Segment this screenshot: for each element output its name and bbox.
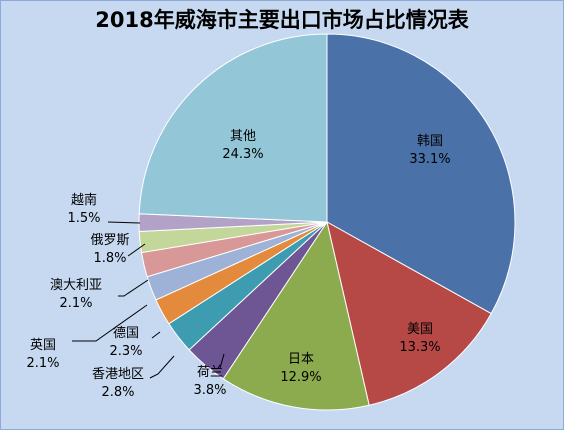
leader-line [118, 279, 149, 297]
slice-name-label: 澳大利亚 [50, 277, 102, 293]
chart-title: 2018年威海市主要出口市场占比情况表 [95, 8, 469, 32]
slice-name-label: 英国 [30, 338, 56, 353]
slice-name-label: 美国 [407, 322, 433, 337]
slice-value-label: 1.5% [67, 211, 100, 226]
slice-value-label: 1.8% [93, 251, 126, 266]
slice-name-label: 俄罗斯 [90, 233, 129, 248]
slice-value-label: 2.3% [109, 344, 142, 359]
pie-slice [222, 220, 370, 411]
pie-slice [326, 221, 492, 406]
leader-line [149, 355, 175, 379]
slice-value-label: 13.3% [399, 340, 440, 355]
slice-value-label: 24.3% [222, 147, 263, 162]
slice-value-label: 3.8% [193, 383, 226, 398]
slice-name-label: 越南 [71, 192, 97, 208]
slice-name-label: 香港地区 [92, 367, 144, 382]
pie-slice [138, 33, 328, 223]
slice-name-label: 韩国 [417, 134, 443, 149]
slice-value-label: 2.1% [59, 296, 92, 311]
slice-name-label: 德国 [113, 326, 139, 341]
slice-value-label: 12.9% [280, 370, 321, 385]
slice-name-label: 其他 [230, 129, 256, 144]
leader-line [107, 221, 141, 224]
leader-line [219, 353, 225, 369]
leader-line [72, 304, 148, 342]
slice-value-label: 2.1% [26, 356, 59, 371]
slice-name-label: 荷兰 [197, 365, 223, 380]
leader-line [127, 243, 146, 257]
pie-slice [326, 33, 516, 315]
leader-line [151, 331, 161, 339]
slice-name-label: 日本 [288, 352, 314, 367]
slice-value-label: 33.1% [409, 152, 450, 167]
slice-value-label: 2.8% [101, 385, 134, 400]
